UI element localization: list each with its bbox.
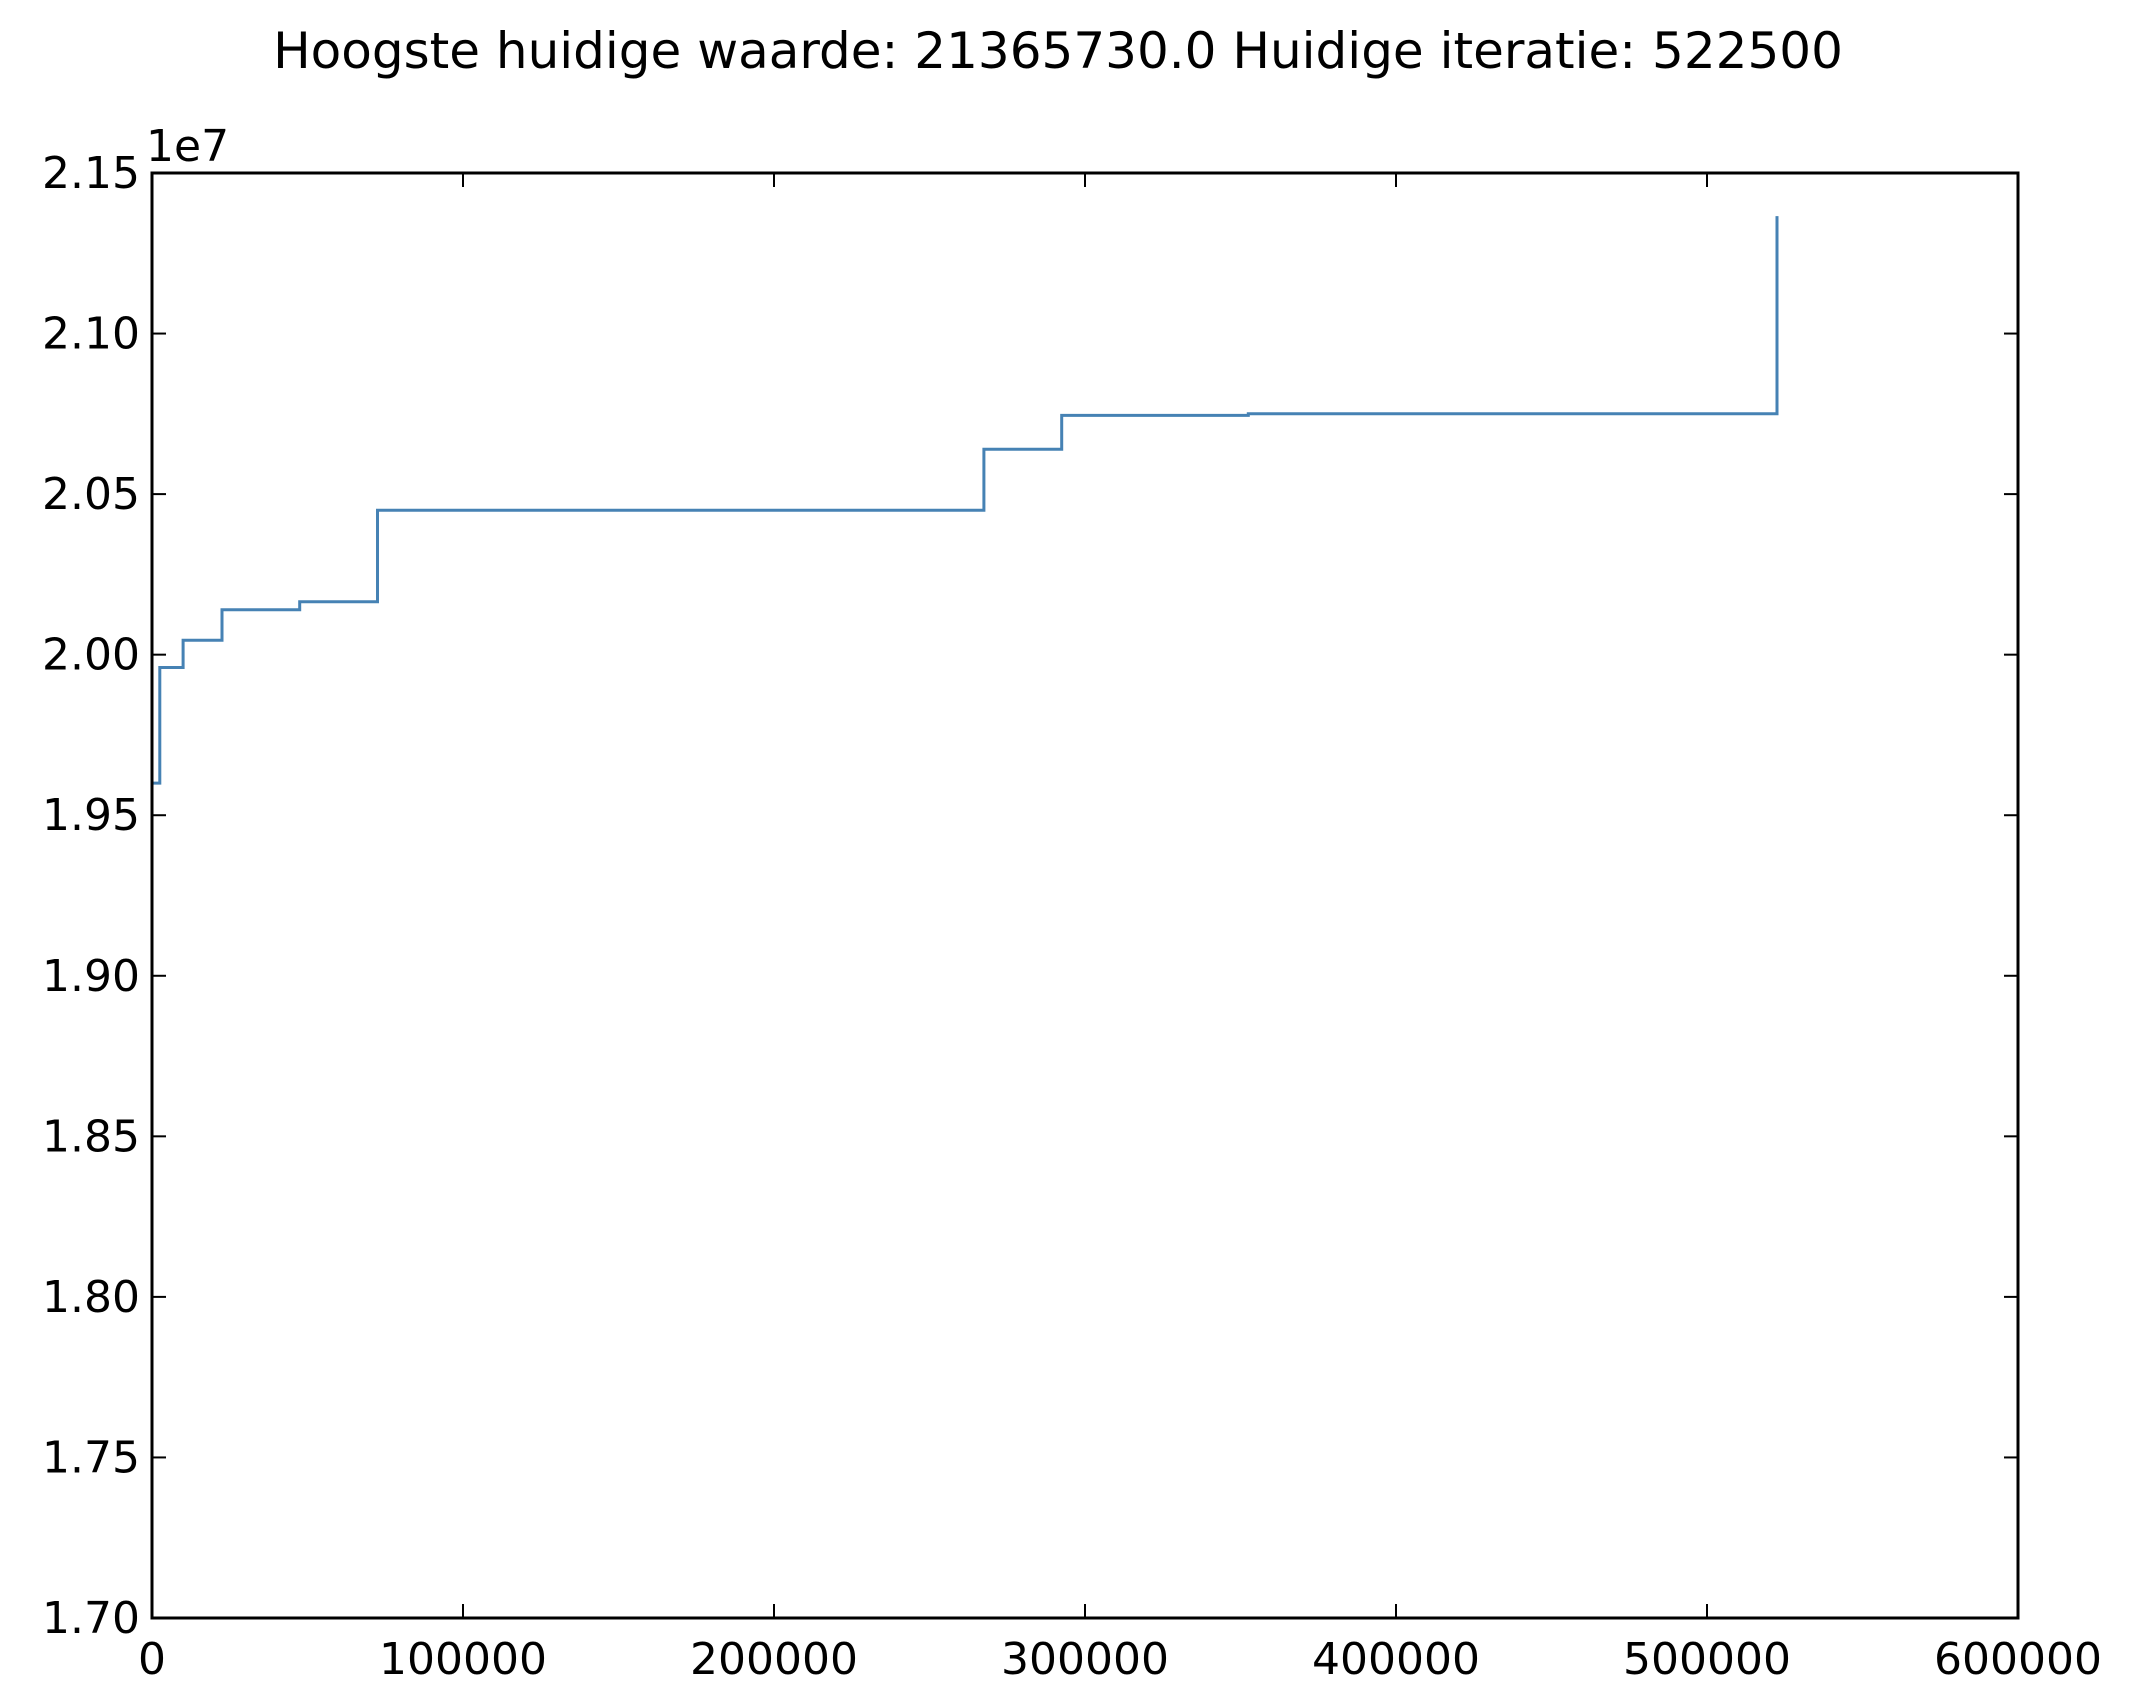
x-tick-label: 600000 (1934, 1634, 2102, 1685)
x-tick-label: 0 (138, 1634, 166, 1685)
y-tick-label: 2.05 (42, 469, 140, 520)
x-tick-label: 200000 (690, 1634, 858, 1685)
y-tick-label: 1.90 (42, 951, 140, 1002)
series-line-1 (152, 216, 1779, 785)
plot-area: 0 100000 200000 300000 400000 500000 600000 1.7… (42, 121, 2102, 1685)
x-tick-label: 300000 (1001, 1634, 1169, 1685)
y-tick-label: 2.00 (42, 630, 140, 681)
x-tick-label: 100000 (379, 1634, 547, 1685)
plot-frame (150, 171, 2020, 1620)
y-tick-label: 2.10 (42, 309, 140, 360)
y-tick-label: 1.75 (42, 1432, 140, 1483)
x-tick-label: 400000 (1312, 1634, 1480, 1685)
chart-title: Hoogste huidige waarde: 21365730.0 Huidi… (273, 22, 1843, 80)
x-tick-label: 500000 (1623, 1634, 1791, 1685)
y-tick-label: 1.85 (42, 1111, 140, 1162)
y-tick-label: 2.15 (42, 148, 140, 199)
y-tick-label: 1.80 (42, 1272, 140, 1323)
y-tick-label: 1.95 (42, 790, 140, 841)
y-offset-label: 1e7 (146, 121, 229, 172)
y-tick-label: 1.70 (42, 1593, 140, 1644)
